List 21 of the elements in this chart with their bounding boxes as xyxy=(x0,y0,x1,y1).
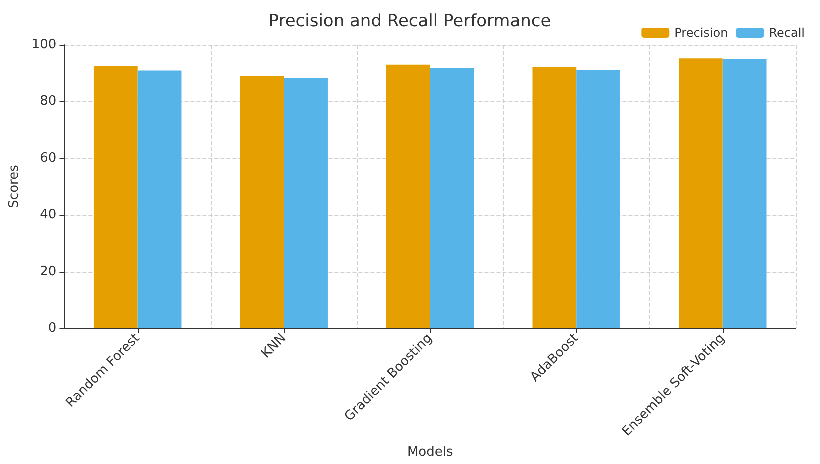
y-tick-label: 20 xyxy=(40,264,57,280)
bar xyxy=(240,76,284,328)
y-tick-label: 0 xyxy=(48,320,57,336)
y-tick-label: 60 xyxy=(40,150,57,166)
y-tick-label: 100 xyxy=(32,38,57,52)
bar xyxy=(430,68,474,328)
bar xyxy=(532,67,577,328)
bar xyxy=(138,70,182,328)
chart-title: Precision and Recall Performance xyxy=(268,12,552,32)
bar xyxy=(678,58,723,328)
bar xyxy=(722,59,767,328)
x-axis-title: Models xyxy=(407,445,454,460)
bar xyxy=(284,78,328,328)
y-axis-title: Scores xyxy=(7,164,22,208)
bar xyxy=(94,66,138,328)
y-tick-label: 80 xyxy=(40,94,57,110)
legend-label: Recall xyxy=(769,26,806,40)
legend-label: Precision xyxy=(674,26,728,40)
bar xyxy=(386,64,430,328)
y-tick-label: 40 xyxy=(40,208,57,223)
bar xyxy=(576,70,620,328)
